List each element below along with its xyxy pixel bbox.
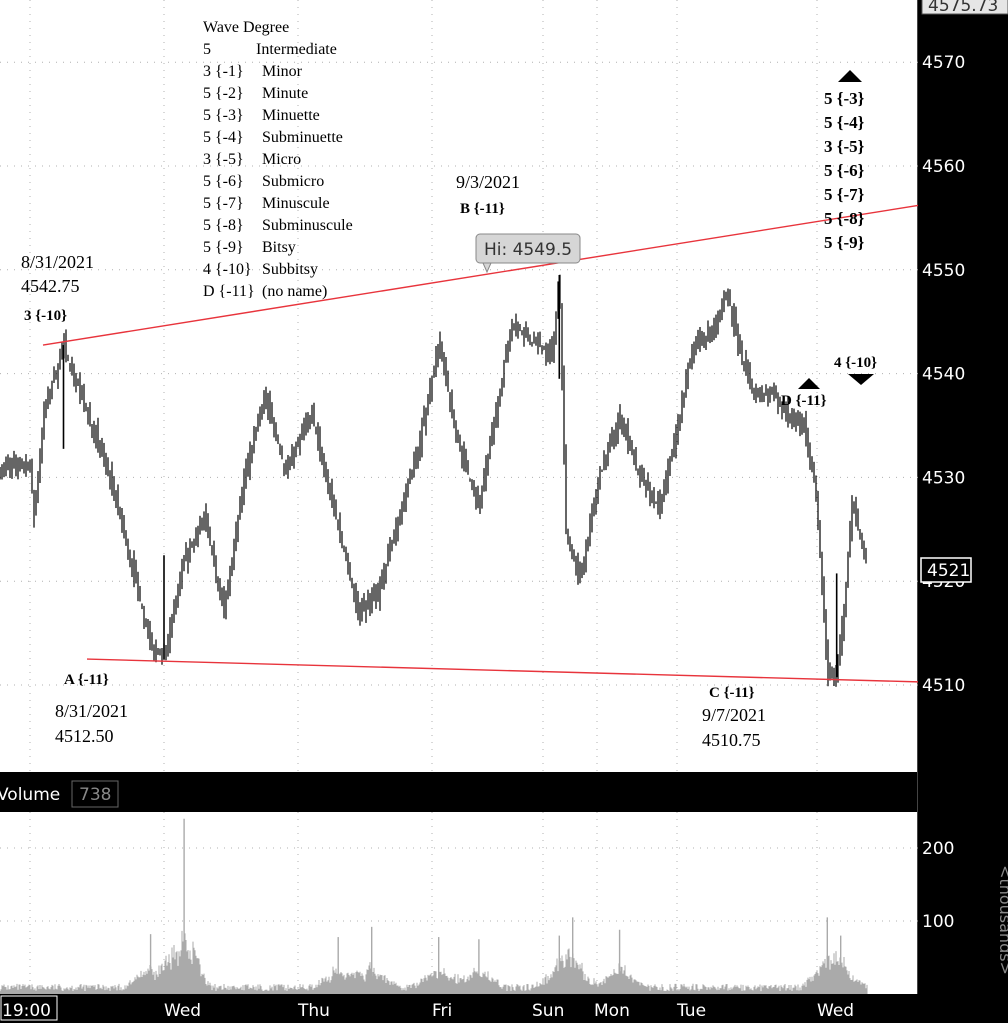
legend-degree-name: Subbitsy — [262, 261, 318, 278]
stack-wave-label: 3 {-5} — [824, 137, 865, 156]
price-tick-label: 4570 — [922, 53, 965, 73]
right-wave-stack: 5 {-3} 5 {-4} 3 {-5} 5 {-6} 5 {-7} 5 {-8} 5 {-… — [824, 89, 865, 252]
price-tick-label: 4560 — [922, 157, 965, 177]
p1-wave-label: 3 {-10} — [24, 308, 67, 324]
b-wave-label: B {-11} — [460, 201, 505, 217]
last-price-box — [920, 557, 972, 583]
legend-count: D {-11} — [203, 283, 255, 300]
time-tick-label: Sun — [532, 1001, 564, 1021]
c-date: 9/7/2021 — [702, 705, 766, 725]
legend-count: 5 {-8} — [203, 217, 244, 234]
legend-degree-name: Submicro — [262, 173, 324, 190]
stack-wave-label: 5 {-7} — [824, 185, 865, 204]
legend-degree-name: Intermediate — [256, 41, 337, 58]
legend-degree-name: Subminuscule — [262, 217, 353, 234]
top-price-box — [921, 0, 1008, 15]
legend-degree-name: Minute — [262, 85, 308, 102]
upper-trendline — [42, 204, 919, 346]
top-price-label: 4575.73 — [928, 0, 998, 16]
d-wave-label: D {-11} — [781, 393, 827, 409]
volume-bars — [0, 818, 918, 994]
wave-degree-legend: Wave Degree 5 Intermediate 3 {-1} Minor 5 {-… — [203, 19, 353, 300]
a-date: 8/31/2021 — [55, 701, 128, 721]
lower-trendline — [86, 658, 919, 683]
price-tick-label: 4550 — [922, 261, 965, 281]
price-axis-background — [918, 0, 1008, 1023]
legend-count: 5 {-4} — [203, 129, 244, 146]
time-axis-labels: 19:00 Wed Thu Fri Sun Mon Tue Wed — [0, 995, 854, 1021]
legend-count: 5 {-2} — [203, 85, 244, 102]
legend-degree-name: Subminuette — [262, 129, 343, 146]
legend-count: 3 {-1} — [203, 63, 244, 80]
time-tick-label: Fri — [432, 1001, 452, 1021]
price-panel-background — [0, 0, 918, 772]
time-cursor-box — [0, 995, 58, 1021]
legend-count: 4 {-10} — [203, 261, 252, 278]
volume-panel-title: Volume — [0, 785, 60, 805]
legend-count: 5 {-3} — [203, 107, 244, 124]
c-value: 4510.75 — [702, 730, 761, 750]
legend-count: 5 {-9} — [203, 239, 244, 256]
time-tick-label: Mon — [594, 1001, 630, 1021]
last-price-label: 4521 — [927, 561, 970, 581]
time-tick-label: Tue — [676, 1001, 706, 1021]
hi-bubble-pointer — [482, 262, 492, 274]
stack-wave-label: 5 {-4} — [824, 113, 865, 132]
legend-degree-name: Micro — [262, 151, 301, 168]
volume-tick-label: 200 — [922, 839, 954, 859]
time-tick-label: 19:00 — [2, 1001, 51, 1021]
time-tick-label: Thu — [297, 1001, 330, 1021]
p1-date: 8/31/2021 — [21, 252, 94, 272]
legend-title: Wave Degree — [203, 19, 289, 36]
volume-unit-label: <thousands> — [996, 865, 1008, 975]
four-down-triangle-icon — [848, 374, 874, 385]
legend-degree-name: (no name) — [262, 283, 327, 300]
legend-degree-name: Minuette — [262, 107, 320, 124]
candles — [0, 274, 867, 687]
price-tick-label: 4540 — [922, 365, 965, 385]
a-wave-label: A {-11} — [64, 672, 109, 688]
time-axis-background — [0, 994, 918, 1023]
legend-count: 5 {-6} — [203, 173, 244, 190]
legend-degree-name: Minor — [262, 63, 303, 80]
stack-wave-label: 5 {-3} — [824, 89, 865, 108]
time-tick-label: Wed — [164, 1001, 201, 1021]
legend-count: 5 — [203, 41, 211, 58]
p1-value: 4542.75 — [21, 276, 80, 296]
hi-bubble-label: Hi: 4549.5 — [484, 240, 572, 260]
legend-degree-name: Minuscule — [262, 195, 330, 212]
trendlines — [42, 204, 919, 683]
stack-wave-label: 5 {-9} — [824, 233, 865, 252]
stack-wave-label: 5 {-6} — [824, 161, 865, 180]
four-wave-label: 4 {-10} — [834, 355, 877, 371]
volume-axis-labels: 200 100 — [922, 839, 954, 932]
volume-panel-value: 738 — [79, 785, 111, 805]
d-up-triangle-icon — [798, 378, 820, 389]
legend-count: 3 {-5} — [203, 151, 244, 168]
a-value: 4512.50 — [55, 726, 114, 746]
legend-count: 5 {-7} — [203, 195, 244, 212]
volume-panel-background — [0, 812, 918, 994]
c-wave-label: C {-11} — [709, 685, 755, 701]
b-date: 9/3/2021 — [456, 172, 520, 192]
legend-degree-name: Bitsy — [262, 239, 296, 256]
time-tick-label: Wed — [817, 1001, 854, 1021]
hi-bubble — [475, 233, 581, 264]
volume-header-background — [0, 772, 918, 812]
price-tick-label: 4530 — [922, 468, 965, 488]
stack-up-triangle-icon — [838, 70, 862, 82]
price-tick-label: 4510 — [922, 676, 965, 696]
stack-wave-label: 5 {-8} — [824, 209, 865, 228]
volume-tick-label: 100 — [922, 912, 954, 932]
volume-value-box — [71, 780, 119, 808]
